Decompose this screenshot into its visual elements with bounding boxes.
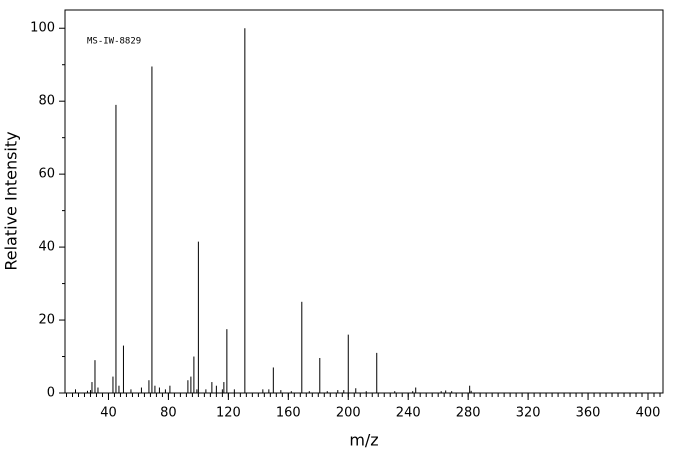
y-tick-label: 100 <box>30 21 55 36</box>
x-tick-label: 280 <box>456 406 481 421</box>
y-tick-label: 60 <box>38 167 55 182</box>
x-tick-label: 40 <box>100 406 117 421</box>
x-tick-label: 360 <box>576 406 601 421</box>
annotation: MS-IW-8829 <box>87 37 141 47</box>
x-axis-title: m/z <box>349 431 378 450</box>
y-axis-title: Relative Intensity <box>2 131 21 270</box>
y-tick-label: 80 <box>38 94 55 109</box>
y-tick-label: 0 <box>47 386 55 401</box>
y-tick-label: 40 <box>38 240 55 255</box>
x-tick-label: 320 <box>516 406 541 421</box>
x-tick-label: 120 <box>216 406 241 421</box>
x-tick-label: 400 <box>636 406 661 421</box>
plot-frame <box>64 9 664 394</box>
x-tick-label: 160 <box>276 406 301 421</box>
x-tick-label: 200 <box>336 406 361 421</box>
x-tick-label: 80 <box>160 406 177 421</box>
x-tick-label: 240 <box>396 406 421 421</box>
y-tick-label: 20 <box>38 313 55 328</box>
